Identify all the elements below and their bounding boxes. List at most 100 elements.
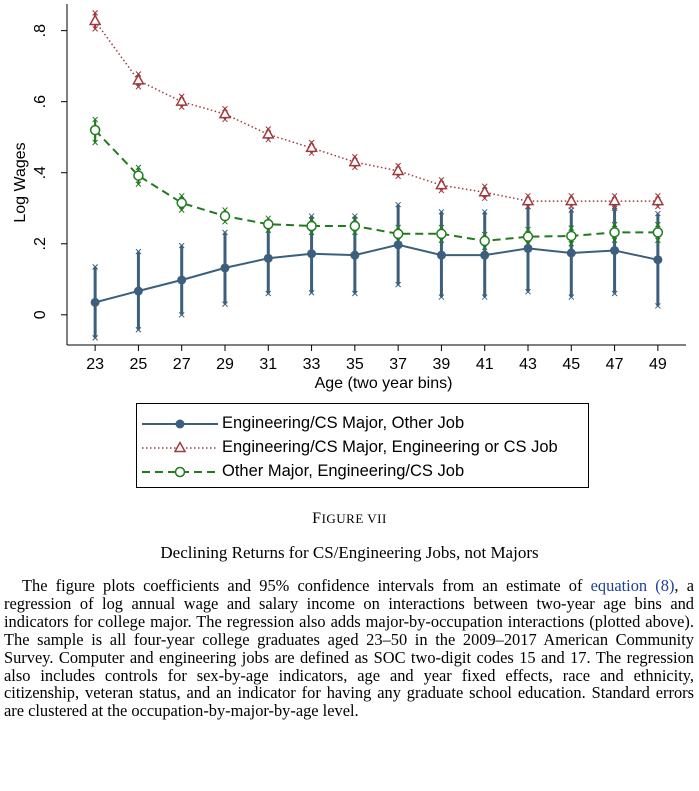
ci-cap <box>655 237 661 244</box>
ci-cap <box>568 240 575 247</box>
axis-labels: 23 25 27 29 31 33 35 37 39 41 43 45 47 49 0 .2 .4 .6 .8 Age… <box>12 24 667 392</box>
data-point <box>391 163 405 176</box>
data-point <box>175 94 188 106</box>
ci-cap <box>178 242 185 249</box>
ci-cap <box>395 281 401 288</box>
ci-cap <box>222 301 228 308</box>
x-tick-label: 23 <box>86 356 104 373</box>
x-axis-title: Age (two year bins) <box>315 375 453 392</box>
legend-label: Engineering/CS Major, Other Job <box>222 414 465 432</box>
caption-text-start: The figure plots coefficients and 95% co… <box>22 576 583 595</box>
series-line <box>94 129 658 242</box>
legend-label: Other Major, Engineering/CS Job <box>222 462 465 480</box>
ci-cap <box>655 210 661 217</box>
legend-item-eng-major-eng-job: Engineering/CS Major, Engineering or CS … <box>137 436 588 460</box>
series-line <box>94 243 659 304</box>
x-tick-label: 49 <box>649 356 667 373</box>
ci-cap <box>611 205 618 212</box>
ci-cap <box>525 226 531 233</box>
equation-link[interactable]: equation (8) <box>590 576 675 595</box>
data-point <box>392 228 404 240</box>
data-point <box>262 127 275 139</box>
chart: 23 25 27 29 31 33 35 37 39 41 43 45 47 49 0 .2 .4 .6 .8 Age… <box>12 4 686 392</box>
data-point <box>219 210 231 222</box>
data-point <box>263 218 274 230</box>
y-tick-label: .6 <box>32 95 49 108</box>
data-point <box>436 250 446 260</box>
ci-cap <box>481 294 488 300</box>
ci-cap <box>135 248 142 255</box>
ci-cap <box>568 225 575 231</box>
data-point <box>565 194 578 206</box>
ci-cap <box>92 26 98 32</box>
data-point <box>348 155 362 167</box>
data-point <box>522 231 534 242</box>
legend-item-other-major-eng-job: Other Major, Engineering/CS Job <box>137 460 588 484</box>
ci-cap <box>92 10 98 16</box>
data-point <box>177 275 187 285</box>
data-point <box>479 235 490 247</box>
data-point <box>610 246 620 256</box>
ci-cap <box>178 207 185 213</box>
data-point <box>133 286 143 296</box>
x-tick-label: 31 <box>259 356 277 373</box>
x-tick-label: 33 <box>303 356 321 373</box>
data-point <box>307 249 317 259</box>
x-tick-label: 39 <box>433 356 451 373</box>
ci-cap <box>135 164 142 171</box>
ci-cap <box>222 229 228 236</box>
figure-title: FIGURE VII <box>0 510 699 528</box>
caption-text-end: , a regression of log annual wage and sa… <box>4 576 694 721</box>
data-point <box>220 263 230 273</box>
ci-cap <box>178 192 185 199</box>
y-tick-label: 0 <box>32 310 49 319</box>
data-point <box>393 240 403 250</box>
data-point <box>651 194 665 206</box>
axes <box>61 4 686 351</box>
data-point <box>306 220 317 232</box>
ci-cap <box>92 335 98 341</box>
x-tick-label: 41 <box>476 356 494 373</box>
figure-subtitle: Declining Returns for CS/Engineering Job… <box>160 543 539 562</box>
ci-cap <box>352 290 358 297</box>
data-point <box>218 107 232 119</box>
x-tick-label: 35 <box>346 356 364 373</box>
y-tick-label: .4 <box>32 166 49 179</box>
ci-cap <box>135 181 142 187</box>
data-point <box>566 230 577 242</box>
ci-cap <box>611 290 618 297</box>
ci-cap <box>92 139 98 146</box>
data-point <box>349 220 361 232</box>
data-point <box>263 253 273 263</box>
series-line <box>94 20 658 202</box>
x-tick-label: 37 <box>389 356 407 373</box>
legend-swatch-solid-circle <box>142 419 218 429</box>
ci-cap <box>438 294 445 300</box>
data-point <box>521 194 535 206</box>
ci-cap <box>308 289 315 296</box>
legend-label: Engineering/CS Major, Engineering or CS … <box>222 438 558 456</box>
y-tick-label: .8 <box>32 24 49 37</box>
legend: Engineering/CS Major, Other Job Engineer… <box>136 403 589 488</box>
x-tick-label: 47 <box>606 356 624 373</box>
data-point <box>609 227 620 238</box>
data-point <box>132 73 145 85</box>
data-point <box>480 250 490 260</box>
x-tick-label: 25 <box>130 356 148 373</box>
data-point <box>652 227 664 238</box>
ci-cap <box>178 311 185 318</box>
x-tick-label: 45 <box>562 356 580 373</box>
data-point <box>305 140 318 153</box>
ci-cap <box>568 294 575 300</box>
data-point <box>608 194 621 206</box>
y-tick-label: .2 <box>32 237 49 250</box>
data-point <box>435 178 448 190</box>
ci-cap <box>395 201 401 208</box>
data-point <box>653 255 663 265</box>
data-point <box>88 14 102 26</box>
ci-cap <box>655 303 661 309</box>
ci-cap <box>481 208 488 215</box>
ci-cap <box>92 116 98 123</box>
series-markers <box>88 14 665 307</box>
ci-cap <box>611 221 618 228</box>
